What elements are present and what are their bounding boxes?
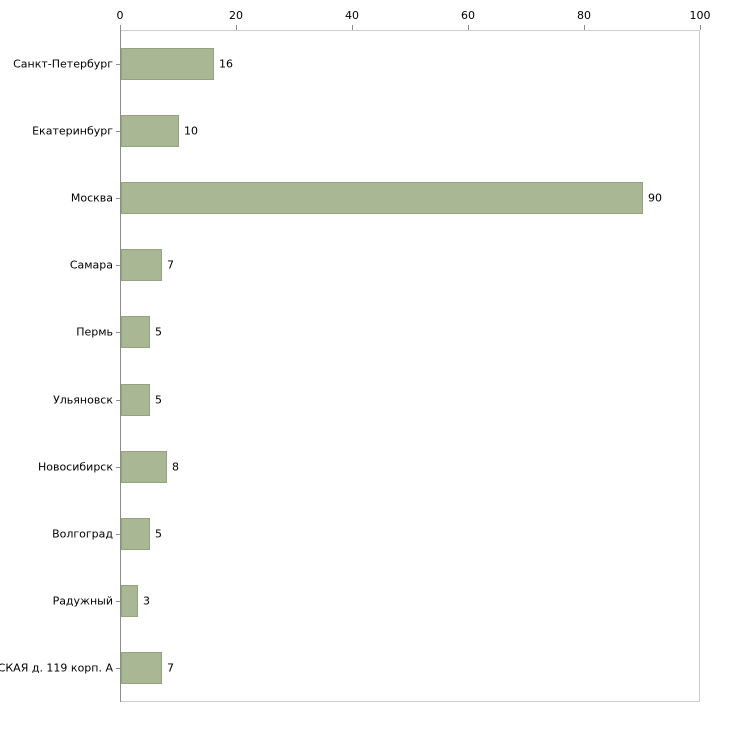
y-tick-mark (116, 467, 120, 468)
bar (121, 652, 162, 684)
value-label: 16 (219, 57, 233, 71)
category-label: Радужный (52, 594, 113, 608)
x-tick-mark (700, 25, 701, 30)
x-tick-label: 60 (461, 9, 475, 22)
x-tick-label: 40 (345, 9, 359, 22)
x-tick-label: 20 (229, 9, 243, 22)
value-label: 5 (155, 527, 162, 541)
bar (121, 384, 150, 416)
x-tick-mark (468, 25, 469, 30)
y-axis-line (120, 30, 121, 702)
value-label: 10 (184, 124, 198, 138)
value-label: 8 (172, 460, 179, 474)
bar (121, 451, 167, 483)
y-tick-mark (116, 534, 120, 535)
category-label: Новосибирск (37, 460, 113, 474)
y-tick-mark (116, 131, 120, 132)
y-tick-mark (116, 601, 120, 602)
bar (121, 585, 138, 617)
value-label: 90 (648, 191, 662, 205)
value-label: 5 (155, 325, 162, 339)
y-tick-mark (116, 265, 120, 266)
value-label: 3 (143, 594, 150, 608)
x-tick-mark (352, 25, 353, 30)
category-label: Ульяновск (53, 393, 113, 407)
bar (121, 182, 643, 214)
bar (121, 518, 150, 550)
y-tick-mark (116, 668, 120, 669)
bar (121, 249, 162, 281)
plot-area (120, 30, 700, 702)
category-label: Санкт-Петербург (13, 57, 113, 71)
y-tick-mark (116, 198, 120, 199)
y-tick-mark (116, 400, 120, 401)
y-tick-mark (116, 332, 120, 333)
value-label: 7 (167, 258, 174, 272)
bar (121, 115, 179, 147)
x-tick-label: 100 (689, 9, 711, 22)
category-label: Пермь (76, 325, 113, 339)
bar (121, 316, 150, 348)
category-label: Волгоград (52, 527, 113, 541)
x-tick-label: 0 (116, 9, 124, 22)
category-label: НСКАЯ д. 119 корп. А (0, 661, 113, 675)
category-label: Екатеринбург (32, 124, 113, 138)
bar (121, 48, 214, 80)
category-label: Москва (70, 191, 113, 205)
x-tick-mark (120, 25, 121, 30)
x-tick-mark (584, 25, 585, 30)
category-label: Самара (69, 258, 113, 272)
value-label: 5 (155, 393, 162, 407)
y-tick-mark (116, 64, 120, 65)
x-tick-mark (236, 25, 237, 30)
value-label: 7 (167, 661, 174, 675)
x-tick-label: 80 (577, 9, 591, 22)
